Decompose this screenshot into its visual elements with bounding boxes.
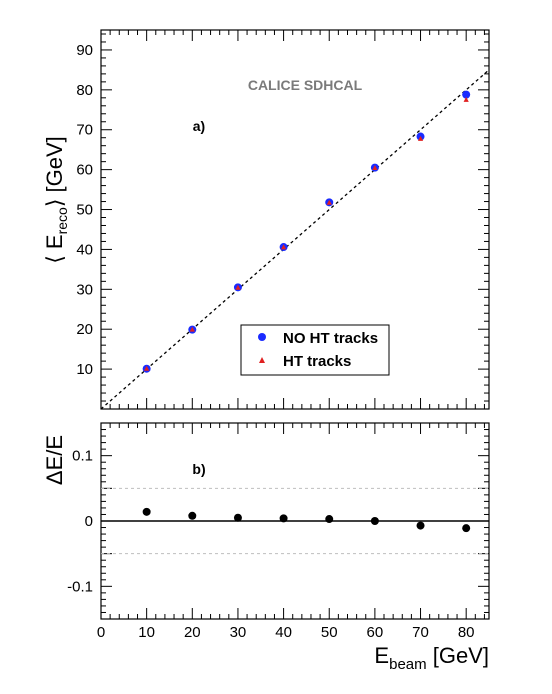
top-y-tick-label: 30 <box>76 281 93 298</box>
diagonal-reference-line <box>100 69 490 410</box>
bottom-y-tick-label: 0 <box>85 513 93 530</box>
ht-point <box>235 284 241 290</box>
top-y-axis-label: ⟨ Ereco⟩ [GeV] <box>42 136 70 264</box>
legend-label-no-ht: NO HT tracks <box>283 330 378 347</box>
panel-a-label: a) <box>193 118 205 134</box>
top-panel-ticks: 10 20 30 40 50 60 70 80 90 <box>76 30 489 410</box>
bottom-y-tick-label: 0.1 <box>72 448 93 465</box>
top-y-tick-label: 60 <box>76 162 93 179</box>
y-label-left: ⟨ E <box>42 234 67 263</box>
legend-marker-no-ht <box>258 333 266 341</box>
residual-point <box>325 515 334 524</box>
residual-point <box>233 513 242 522</box>
top-reference-line <box>100 69 490 410</box>
ht-point <box>417 135 424 141</box>
x-tick-label: 70 <box>412 624 429 641</box>
top-y-tick-label: 40 <box>76 241 93 258</box>
bottom-panel-markers <box>142 507 471 533</box>
bottom-y-tick-label: -0.1 <box>67 578 93 595</box>
x-tick-label: 50 <box>321 624 338 641</box>
top-panel-markers <box>142 90 471 373</box>
watermark-label: CALICE SDHCAL <box>248 77 363 93</box>
ht-point <box>326 199 332 205</box>
residual-point <box>462 524 471 533</box>
residual-point <box>279 514 288 523</box>
residual-point <box>188 511 197 520</box>
residual-point <box>416 521 425 530</box>
x-label-main: E <box>374 643 389 668</box>
ht-point <box>189 326 195 332</box>
residual-point <box>370 517 379 525</box>
ht-point <box>463 96 469 102</box>
x-tick-label: 60 <box>367 624 384 641</box>
top-y-tick-label: 20 <box>76 321 93 338</box>
bottom-reference-lines <box>101 487 489 555</box>
y-label-sub: reco <box>54 207 70 234</box>
x-label-unit: [GeV] <box>427 643 489 668</box>
top-y-tick-label: 50 <box>76 202 93 219</box>
x-tick-label: 20 <box>184 624 201 641</box>
svg-text:ΔE/E: ΔE/E <box>42 435 67 485</box>
x-tick-label: 80 <box>458 624 475 641</box>
no-ht-point <box>462 90 471 99</box>
x-tick-label: 30 <box>230 624 247 641</box>
x-tick-label: 40 <box>275 624 292 641</box>
svg-text:⟨ Ereco⟩ [GeV]: ⟨ Ereco⟩ [GeV] <box>42 136 70 264</box>
top-panel-frame <box>100 29 490 410</box>
x-axis-label: Ebeam [GeV] <box>374 643 489 673</box>
legend: NO HT tracks HT tracks <box>240 324 390 376</box>
top-y-tick-label: 80 <box>76 82 93 99</box>
top-y-tick-label: 70 <box>76 122 93 139</box>
y-label-right: ⟩ [GeV] <box>42 136 67 207</box>
ht-point <box>280 244 287 250</box>
panel-b-label: b) <box>192 461 205 477</box>
residual-point <box>142 507 151 516</box>
top-y-tick-label: 90 <box>76 42 93 59</box>
ht-point <box>372 165 378 171</box>
legend-box <box>240 324 390 376</box>
x-tick-label: 10 <box>138 624 155 641</box>
legend-marker-ht <box>259 357 265 363</box>
legend-label-ht: HT tracks <box>283 353 351 370</box>
bottom-panel-ticks: 0 10 20 30 40 50 60 70 80 0.1 0 -0.1 <box>67 422 489 641</box>
x-tick-label: 0 <box>97 624 105 641</box>
top-y-tick-label: 10 <box>76 361 93 378</box>
x-label-sub: beam <box>389 656 427 673</box>
bottom-y-axis-label: ΔE/E <box>42 435 67 485</box>
ht-point <box>144 365 150 371</box>
